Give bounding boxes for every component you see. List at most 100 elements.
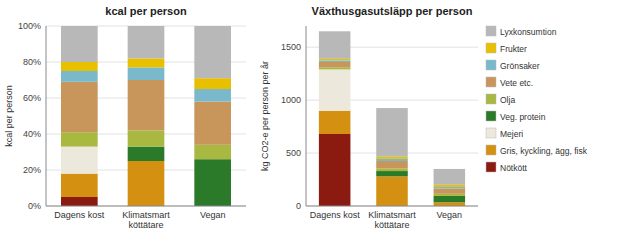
legend-swatch	[486, 128, 496, 138]
x-axis-line	[46, 206, 246, 207]
bar-segment: Vete etc.: 28	[128, 80, 165, 130]
bar-segment: Nötkött: 680	[319, 134, 351, 206]
bar-segment: Lyxkonsumtion: 460	[376, 108, 408, 157]
bar-segment: Gris, kyckling, ägg, fisk: 35	[434, 202, 466, 206]
legend-label: Vete etc.	[500, 78, 533, 88]
x-tick-label-line: köttätare	[374, 220, 409, 230]
bar-segment: Frukter: 5	[128, 58, 165, 67]
x-axis-line	[306, 206, 478, 207]
legend-label: Gris, kyckling, ägg, fisk	[500, 146, 588, 156]
bar-segment: Veg. protein: 60	[434, 196, 466, 202]
bar-segment: Lyxkonsumtion: 18	[128, 26, 165, 58]
bar-segment: Veg. protein: 8	[128, 147, 165, 161]
background	[0, 0, 627, 242]
y-tick-label: 20%	[23, 165, 41, 175]
bar-segment: Olja: 8	[194, 145, 231, 159]
y-axis-label: kg CO2-e per person per år	[260, 61, 270, 171]
grid-line	[46, 206, 246, 207]
bar-segment: Mejeri: 390	[319, 69, 351, 110]
x-tick-label-line: Klimatsmart	[122, 210, 170, 220]
bar-segment: Mejeri: 15	[61, 147, 98, 174]
bar-segment: Lyxkonsumtion: 260	[319, 31, 351, 59]
legend-label: Nötkött	[500, 163, 528, 173]
bar-segment: Grönsaker: 20	[376, 159, 408, 161]
grid-line	[306, 206, 478, 207]
bar-segment: Olja: 25	[376, 168, 408, 171]
bars: Nötkött: 680Nötkött: 0Nötkött: 0Gris, ky…	[319, 31, 465, 206]
bar-segment: Lyxkonsumtion: 29	[194, 26, 231, 78]
y-tick-label: 500	[286, 148, 301, 158]
bars: Nötkött: 5Nötkött: 0Nötkött: 0Gris, kyck…	[61, 26, 231, 206]
x-tick-label-line: Dagens kost	[54, 210, 105, 220]
legend-label: Frukter	[500, 44, 527, 54]
x-tick-label-line: Dagens kost	[310, 210, 361, 220]
x-tick-label: Vegan	[437, 210, 463, 220]
x-tick-label: Vegan	[200, 210, 226, 220]
legend-label: Mejeri	[500, 129, 523, 139]
legend-swatch	[486, 26, 496, 36]
bar-segment: Vete etc.: 70	[376, 161, 408, 168]
bar-segment: Grönsaker: 7	[128, 67, 165, 80]
x-tick-label-line: Vegan	[437, 210, 463, 220]
bar-segment: Vete etc.: 50	[434, 189, 466, 194]
legend-swatch	[486, 60, 496, 70]
bar-segment: Frukter: 5	[61, 62, 98, 71]
y-tick-label: 40%	[23, 129, 41, 139]
legend-label: Olja	[500, 95, 515, 105]
bar-segment: Gris, kyckling, ägg, fisk: 13	[61, 174, 98, 197]
chart-title: kcal per person	[105, 5, 187, 17]
x-tick-label-line: Klimatsmart	[368, 210, 416, 220]
y-tick-label: 60%	[23, 93, 41, 103]
bar-segment: Frukter: 20	[434, 185, 466, 187]
legend-label: Lyxkonsumtion	[500, 27, 557, 37]
bar-segment: Grönsaker: 15	[434, 187, 466, 189]
bar-segment: Olja: 20	[434, 194, 466, 196]
x-tick-label: Dagens kost	[54, 210, 105, 220]
legend-label: Veg. protein	[500, 112, 546, 122]
y-tick-label: 0	[296, 201, 301, 211]
chart-title: Växthusgasutsläpp per person	[312, 5, 473, 17]
y-tick-label: 1000	[281, 95, 301, 105]
bar-segment: Olja: 20	[319, 67, 351, 69]
bar-segment: Lyxkonsumtion: 20	[61, 26, 98, 62]
bar-segment: Nötkött: 5	[61, 197, 98, 206]
x-tick-label: Klimatsmartköttätare	[368, 210, 416, 230]
bar-segment: Gris, kyckling, ägg, fisk: 25	[128, 161, 165, 206]
chart-panel: 0% 20% 40% 60% 80% 100% Nötkött: 5Nötkött: 0Nö…	[4, 5, 246, 230]
bar-segment: Grönsaker: 6	[61, 71, 98, 82]
y-tick-label: 1500	[281, 42, 301, 52]
x-tick-label: Dagens kost	[310, 210, 361, 220]
y-axis-line	[306, 26, 307, 206]
legend-swatch	[486, 77, 496, 87]
bar-segment: Gris, kyckling, ägg, fisk: 220	[319, 111, 351, 134]
legend-swatch	[486, 43, 496, 53]
bar-segment: Frukter: 20	[376, 157, 408, 159]
y-axis-label: kcal per person	[4, 85, 14, 147]
bar-segment: Grönsaker: 15	[319, 60, 351, 62]
y-tick-label: 100%	[18, 21, 41, 31]
bar-segment: Olja: 8	[61, 132, 98, 146]
legend-swatch	[486, 145, 496, 155]
bar-segment: Vete etc.: 28	[61, 82, 98, 132]
x-tick-label: Klimatsmartköttätare	[122, 210, 170, 230]
legend-swatch	[486, 94, 496, 104]
y-tick-label: 80%	[23, 57, 41, 67]
legend-swatch	[486, 111, 496, 121]
chart-root: 0% 20% 40% 60% 80% 100% Nötkött: 5Nötkött: 0Nö…	[0, 0, 627, 242]
bar-segment: Grönsaker: 7	[194, 89, 231, 102]
bar-segment: Lyxkonsumtion: 150	[434, 169, 466, 185]
y-tick-label: 0%	[28, 201, 41, 211]
bar-segment: Vete etc.: 24	[194, 102, 231, 145]
bar-segment: Frukter: 15	[319, 59, 351, 61]
y-axis-line	[46, 26, 47, 206]
legend-swatch	[486, 162, 496, 172]
x-tick-label-line: Vegan	[200, 210, 226, 220]
legend: Lyxkonsumtion Frukter Grönsaker Vete etc. Ol…	[486, 26, 588, 173]
bar-segment: Veg. protein: 26	[194, 159, 231, 206]
chart-panel: 0 500 1000 1500 Nötkött: 680Nötkött: 0Nötköt…	[260, 5, 478, 230]
bar-segment: Frukter: 6	[194, 78, 231, 89]
bar-segment: Veg. protein: 50	[376, 171, 408, 176]
x-tick-label-line: köttätare	[128, 220, 163, 230]
bar-segment: Olja: 9	[128, 130, 165, 146]
legend-label: Grönsaker	[500, 61, 540, 71]
